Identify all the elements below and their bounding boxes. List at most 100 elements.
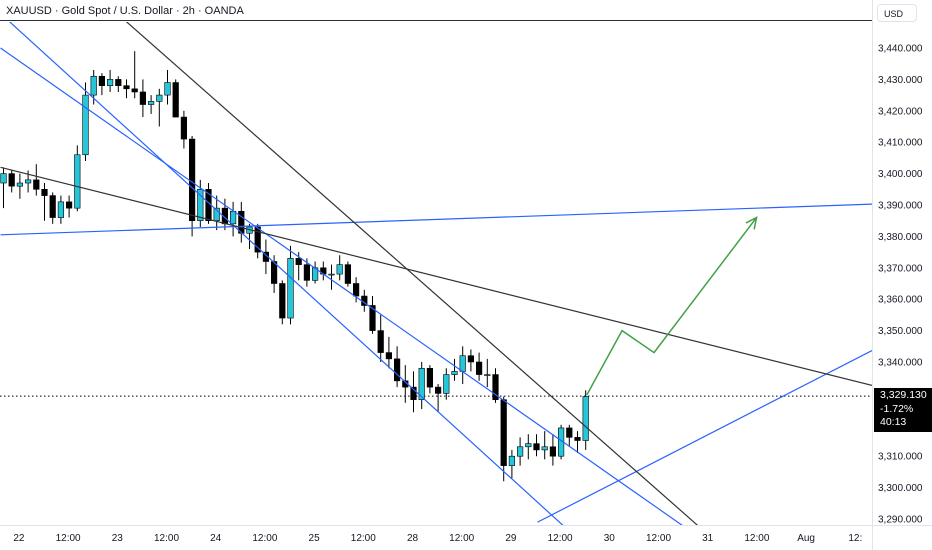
x-tick-label: 12:00 bbox=[351, 533, 376, 544]
currency-button[interactable]: USD bbox=[877, 4, 917, 22]
candle-body bbox=[410, 386, 417, 400]
x-tick-label: 12: bbox=[848, 533, 862, 544]
candle-body bbox=[516, 446, 524, 457]
descending-channel-lower bbox=[0, 47, 683, 525]
x-tick-label: 28 bbox=[407, 533, 419, 544]
candle-body bbox=[16, 182, 24, 187]
price-change: -1.72% bbox=[880, 402, 914, 415]
candle-body bbox=[566, 427, 573, 438]
candle-body bbox=[107, 79, 114, 86]
candle-body bbox=[525, 443, 532, 448]
candle-body bbox=[115, 79, 122, 86]
candle-body bbox=[287, 258, 294, 319]
upper-horizontal-resistance bbox=[0, 203, 872, 236]
candle-body bbox=[189, 138, 196, 221]
candle-body bbox=[418, 367, 425, 400]
candle-body bbox=[74, 154, 81, 209]
candle-body bbox=[426, 367, 434, 388]
y-tick-label: 3,350.000 bbox=[878, 326, 923, 337]
candle-body bbox=[57, 201, 64, 218]
candle-body bbox=[254, 226, 261, 253]
current-price-label: 3,329.130 -1.72% 40:13 bbox=[874, 388, 932, 432]
candle-body bbox=[139, 91, 147, 105]
candle-body bbox=[148, 101, 155, 105]
x-tick-label: 22 bbox=[13, 533, 25, 544]
y-tick-label: 3,400.000 bbox=[878, 169, 923, 180]
candle-body bbox=[49, 195, 56, 218]
x-tick-label: 23 bbox=[112, 533, 124, 544]
candle-body bbox=[156, 94, 163, 102]
candle-body bbox=[336, 264, 343, 275]
candle-body bbox=[549, 446, 556, 457]
candle-body bbox=[33, 179, 40, 190]
candle-body bbox=[197, 189, 204, 222]
candle-body bbox=[451, 371, 458, 375]
y-tick-label: 3,360.000 bbox=[878, 295, 923, 306]
candle-body bbox=[443, 374, 450, 394]
candle-body bbox=[377, 330, 384, 353]
y-tick-label: 3,370.000 bbox=[878, 263, 923, 274]
candle-body bbox=[41, 189, 48, 196]
candle-body bbox=[385, 352, 393, 360]
candle-body bbox=[230, 210, 237, 225]
y-tick-label: 3,390.000 bbox=[878, 201, 923, 212]
candle-body bbox=[434, 386, 442, 394]
candle-body bbox=[541, 446, 548, 451]
candle-body bbox=[98, 75, 105, 86]
projection-arrowhead bbox=[745, 216, 758, 230]
x-tick-label: Aug bbox=[797, 533, 815, 544]
long-descending-resistance bbox=[0, 166, 872, 387]
candle-body bbox=[270, 261, 278, 284]
x-tick-label: 29 bbox=[505, 533, 517, 544]
candle-body bbox=[582, 396, 589, 441]
symbol-title: XAUUSD · Gold Spot / U.S. Dollar · 2h · … bbox=[6, 5, 244, 17]
candle-body bbox=[352, 283, 360, 297]
candle-body bbox=[533, 443, 540, 451]
candle-body bbox=[484, 374, 491, 376]
candle-body bbox=[303, 264, 311, 281]
y-tick-label: 3,380.000 bbox=[878, 232, 923, 243]
candle-body bbox=[0, 173, 7, 184]
candle-body bbox=[574, 437, 581, 441]
candle-body bbox=[8, 173, 15, 187]
candle-body bbox=[369, 305, 376, 331]
candle-body bbox=[172, 82, 179, 118]
y-tick-label: 3,420.000 bbox=[878, 106, 923, 117]
bullish-projection bbox=[586, 217, 758, 396]
y-tick-label: 3,300.000 bbox=[878, 483, 923, 494]
candle-body bbox=[344, 264, 352, 284]
candle-body bbox=[131, 88, 138, 93]
x-tick-label: 30 bbox=[604, 533, 616, 544]
x-tick-label: 12:00 bbox=[646, 533, 671, 544]
x-tick-label: 12:00 bbox=[449, 533, 474, 544]
x-tick-label: 12:00 bbox=[744, 533, 769, 544]
candle-body bbox=[279, 283, 286, 319]
x-tick-label: 12:00 bbox=[154, 533, 179, 544]
candle-body bbox=[82, 94, 89, 156]
x-tick-label: 24 bbox=[210, 533, 222, 544]
y-tick-label: 3,440.000 bbox=[878, 44, 923, 55]
candle-body bbox=[123, 85, 130, 90]
y-tick-label: 3,410.000 bbox=[878, 138, 923, 149]
candle-body bbox=[24, 179, 32, 184]
x-tick-label: 12:00 bbox=[548, 533, 573, 544]
y-tick-label: 3,290.000 bbox=[878, 515, 923, 526]
current-price: 3,329.130 bbox=[880, 389, 927, 401]
candle-body bbox=[500, 399, 507, 466]
candle-body bbox=[467, 355, 475, 363]
y-tick-label: 3,430.000 bbox=[878, 75, 923, 86]
candle-body bbox=[459, 355, 466, 372]
rising-support bbox=[537, 349, 872, 523]
x-tick-label: 31 bbox=[702, 533, 714, 544]
candle-body bbox=[213, 207, 220, 221]
candle-body bbox=[328, 273, 335, 276]
candle-body bbox=[475, 361, 483, 375]
candle-body bbox=[295, 258, 302, 265]
candle-body bbox=[508, 455, 516, 466]
candle-body bbox=[393, 358, 401, 382]
candle-body bbox=[180, 116, 188, 140]
candle-body bbox=[66, 201, 73, 209]
y-tick-label: 3,310.000 bbox=[878, 452, 923, 463]
bar-countdown: 40:13 bbox=[880, 416, 907, 428]
